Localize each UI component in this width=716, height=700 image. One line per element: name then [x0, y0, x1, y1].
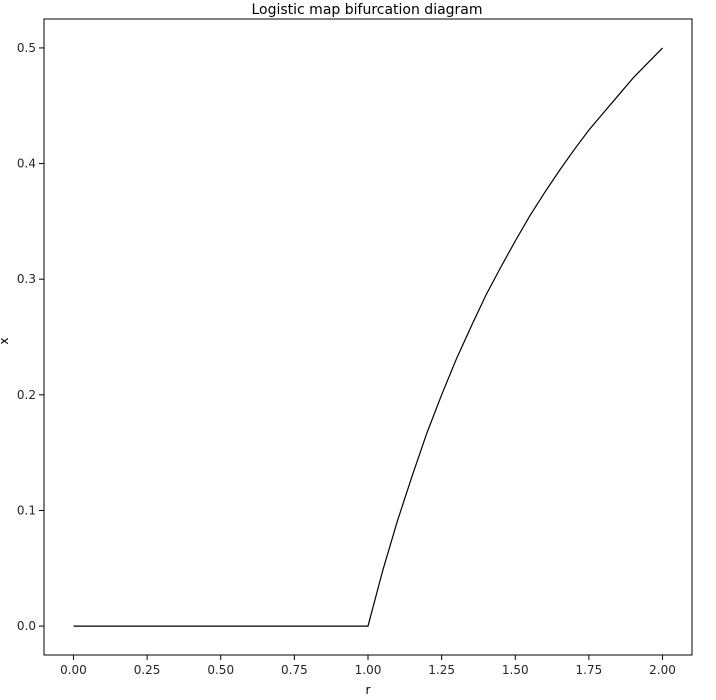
x-tick-label: 1.50	[502, 663, 529, 677]
y-tick-label: 0.4	[17, 157, 36, 171]
x-tick-label: 2.00	[649, 663, 676, 677]
y-axis-ticks: 0.0 0.1 0.2 0.3 0.4 0.5	[17, 41, 44, 633]
x-tick-label: 0.50	[207, 663, 234, 677]
x-tick-label: 1.00	[355, 663, 382, 677]
x-axis-label: r	[366, 683, 371, 697]
x-tick-label: 0.00	[60, 663, 87, 677]
x-tick-label: 1.75	[576, 663, 603, 677]
x-tick-label: 0.75	[281, 663, 308, 677]
y-axis-label: x	[0, 337, 11, 344]
y-tick-label: 0.3	[17, 272, 36, 286]
plot-area-frame	[43, 18, 693, 656]
series-layer	[73, 47, 663, 627]
x-axis-ticks: 0.00 0.25 0.50 0.75 1.00 1.25 1.50 1.75 2.00	[60, 655, 676, 677]
y-tick-label: 0.1	[17, 503, 36, 517]
chart-title: Logistic map bifurcation diagram	[251, 2, 482, 18]
y-tick-label: 0.0	[17, 619, 36, 633]
x-tick-label: 0.25	[134, 663, 161, 677]
y-tick-label: 0.2	[17, 388, 36, 402]
series-line-0	[73, 47, 663, 627]
y-tick-label: 0.5	[17, 41, 36, 55]
x-tick-label: 1.25	[428, 663, 455, 677]
